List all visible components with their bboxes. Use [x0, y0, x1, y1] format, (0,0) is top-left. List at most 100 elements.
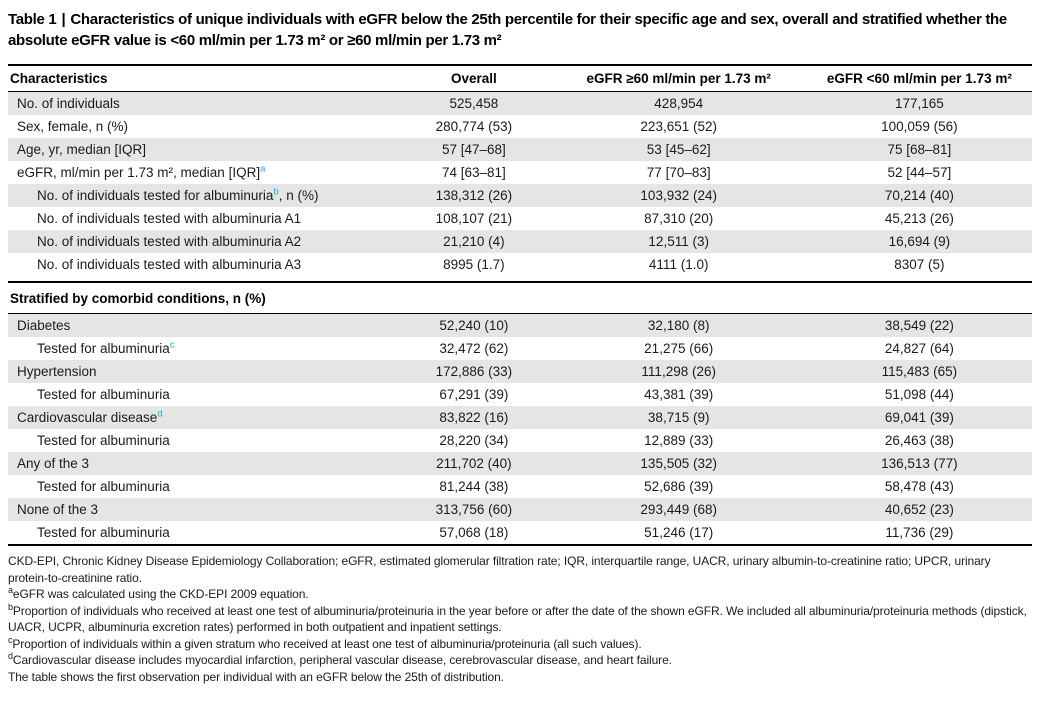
cell-value: 8995 (1.7) — [443, 257, 505, 272]
cell-value: 525,458 — [449, 96, 499, 111]
section-spacer — [8, 276, 1032, 282]
footnote-marker-b: b — [8, 601, 13, 612]
footnote-marker-c: c — [169, 339, 175, 351]
cell-value: 69,041 (39) — [884, 410, 954, 425]
footnote: The table shows the first observation pe… — [8, 669, 504, 684]
cell-value: 103,932 (24) — [640, 188, 717, 203]
row-label: No. of individuals — [17, 96, 120, 111]
cell-value: 280,774 (53) — [435, 119, 513, 134]
cell-value: 24,827 (64) — [884, 341, 954, 356]
cell-value: 115,483 (65) — [881, 364, 958, 379]
table-row: Tested for albuminuria 81,244 (38) 52,686 … — [8, 475, 1032, 498]
footnote-marker-d: d — [8, 651, 13, 661]
footnote-marker-c: c — [8, 634, 13, 645]
cell-value: 293,449 (68) — [640, 502, 717, 517]
cell-value: 100,059 (56) — [881, 119, 958, 134]
table-body: No. of individuals 525,458 428,954 177,165 S… — [8, 91, 1032, 546]
cell-value: 87,310 (20) — [644, 211, 714, 226]
cell-value: 11,736 (29) — [885, 525, 954, 540]
cell-value: 57 [47–68] — [442, 142, 506, 157]
title-separator: | — [61, 11, 66, 28]
cell-value: 53 [45–62] — [646, 142, 711, 157]
column-header-egfr-lt60: eGFR <60 ml/min per 1.73 m² — [806, 64, 1032, 92]
row-label: No. of individuals tested with albuminur… — [37, 257, 302, 272]
row-label: None of the 3 — [17, 502, 99, 517]
footnote: aeGFR was calculated using the CKD-EPI 2… — [8, 585, 309, 602]
footnote: cProportion of individuals within a give… — [8, 634, 642, 651]
cell-value: 45,213 (26) — [884, 211, 954, 226]
table-row: Age, yr, median [IQR] 57 [47–68] 53 [45–62… — [8, 138, 1032, 161]
cell-value: 57,068 (18) — [439, 525, 509, 540]
characteristics-table: Characteristics Overall eGFR ≥60 ml/min … — [8, 64, 1032, 546]
header-row: Characteristics Overall eGFR ≥60 ml/min … — [8, 64, 1032, 92]
table-row: No. of individuals tested for albuminuri… — [8, 184, 1032, 207]
cell-value: 12,511 (3) — [648, 234, 709, 249]
footnotes: CKD-EPI, Chronic Kidney Disease Epidemio… — [8, 553, 1032, 685]
row-label: Sex, female, n (%) — [17, 119, 129, 134]
cell-value: 81,244 (38) — [439, 479, 509, 494]
cell-value: 172,886 (33) — [435, 364, 513, 379]
cell-value: 8307 (5) — [894, 257, 945, 272]
cell-value: 75 [68–81] — [887, 142, 952, 157]
footnote-marker-a: a — [8, 585, 13, 595]
cell-value: 111,298 (26) — [641, 364, 716, 379]
table-row: Tested for albuminuriac 32,472 (62) 21,275… — [8, 337, 1032, 360]
table-row: No. of individuals 525,458 428,954 177,165 — [8, 91, 1032, 115]
row-label: Cardiovascular diseased — [17, 408, 163, 425]
row-label: Any of the 3 — [17, 456, 90, 471]
row-label: Tested for albuminuria — [37, 387, 170, 402]
footnote: dCardiovascular disease includes myocard… — [8, 651, 672, 668]
table-head: Characteristics Overall eGFR ≥60 ml/min … — [8, 64, 1032, 92]
cell-value: 70,214 (40) — [884, 188, 954, 203]
cell-value: 136,513 (77) — [881, 456, 958, 471]
cell-value: 32,472 (62) — [439, 341, 509, 356]
row-label: No. of individuals tested for albuminuri… — [37, 186, 319, 203]
cell-value: 12,889 (33) — [644, 433, 714, 448]
cell-value: 313,756 (60) — [435, 502, 513, 517]
cell-value: 52,686 (39) — [644, 479, 714, 494]
cell-value: 38,715 (9) — [647, 410, 710, 425]
cell-value: 32,180 (8) — [647, 318, 710, 333]
cell-value: 51,098 (44) — [884, 387, 954, 402]
table-title: Table 1 | Characteristics of unique indivi… — [8, 9, 1032, 51]
row-label: Diabetes — [17, 318, 71, 333]
cell-value: 223,651 (52) — [640, 119, 717, 134]
table-row: Tested for albuminuria 28,220 (34) 12,889 … — [8, 429, 1032, 452]
table-row: Tested for albuminuria 57,068 (18) 51,246 … — [8, 521, 1032, 545]
footnote-marker-b: b — [273, 186, 279, 198]
cell-value: 77 [70–83] — [646, 165, 711, 180]
row-label: Tested for albuminuria — [37, 479, 170, 494]
cell-value: 211,702 (40) — [436, 456, 512, 471]
table-row: None of the 3 313,756 (60) 293,449 (68) 40,… — [8, 498, 1032, 521]
section-spacer-row — [8, 276, 1032, 282]
table-row: No. of individuals tested with albuminur… — [8, 253, 1032, 276]
cell-value: 38,549 (22) — [884, 318, 954, 333]
column-header-egfr-ge60: eGFR ≥60 ml/min per 1.73 m² — [550, 64, 807, 92]
cell-value: 21,210 (4) — [443, 234, 505, 249]
footnote-marker-a: a — [260, 163, 266, 175]
cell-value: 21,275 (66) — [644, 341, 714, 356]
cell-value: 51,246 (17) — [644, 525, 714, 540]
footnote: bProportion of individuals who received … — [8, 601, 1027, 634]
row-label: Tested for albuminuria — [37, 433, 170, 448]
cell-value: 28,220 (34) — [439, 433, 509, 448]
row-label: Tested for albuminuria — [37, 525, 170, 540]
cell-value: 40,652 (23) — [884, 502, 954, 517]
table-row: eGFR, ml/min per 1.73 m², median [IQR]a 7… — [8, 161, 1032, 184]
table-row: No. of individuals tested with albuminur… — [8, 230, 1032, 253]
row-label: Age, yr, median [IQR] — [17, 142, 147, 157]
cell-value: 138,312 (26) — [435, 188, 513, 203]
footnote-marker-d: d — [157, 408, 163, 420]
cell-value: 74 [63–81] — [442, 165, 506, 180]
table-row: No. of individuals tested with albuminur… — [8, 207, 1032, 230]
cell-value: 43,381 (39) — [644, 387, 714, 402]
row-label: Tested for albuminuriac — [37, 339, 175, 356]
table-row: Hypertension 172,886 (33) 111,298 (26) 115,… — [8, 360, 1032, 383]
table-row: Cardiovascular diseased 83,822 (16) 38,715… — [8, 406, 1032, 429]
cell-value: 16,694 (9) — [888, 234, 951, 249]
section-header: Stratified by comorbid conditions, n (%) — [8, 281, 1032, 314]
footnote: CKD-EPI, Chronic Kidney Disease Epidemio… — [8, 554, 991, 585]
table-number: Table 1 — [8, 11, 57, 28]
paper-table-figure: Table 1 | Characteristics of unique indivi… — [8, 9, 1032, 685]
cell-value: 177,165 — [894, 96, 944, 111]
